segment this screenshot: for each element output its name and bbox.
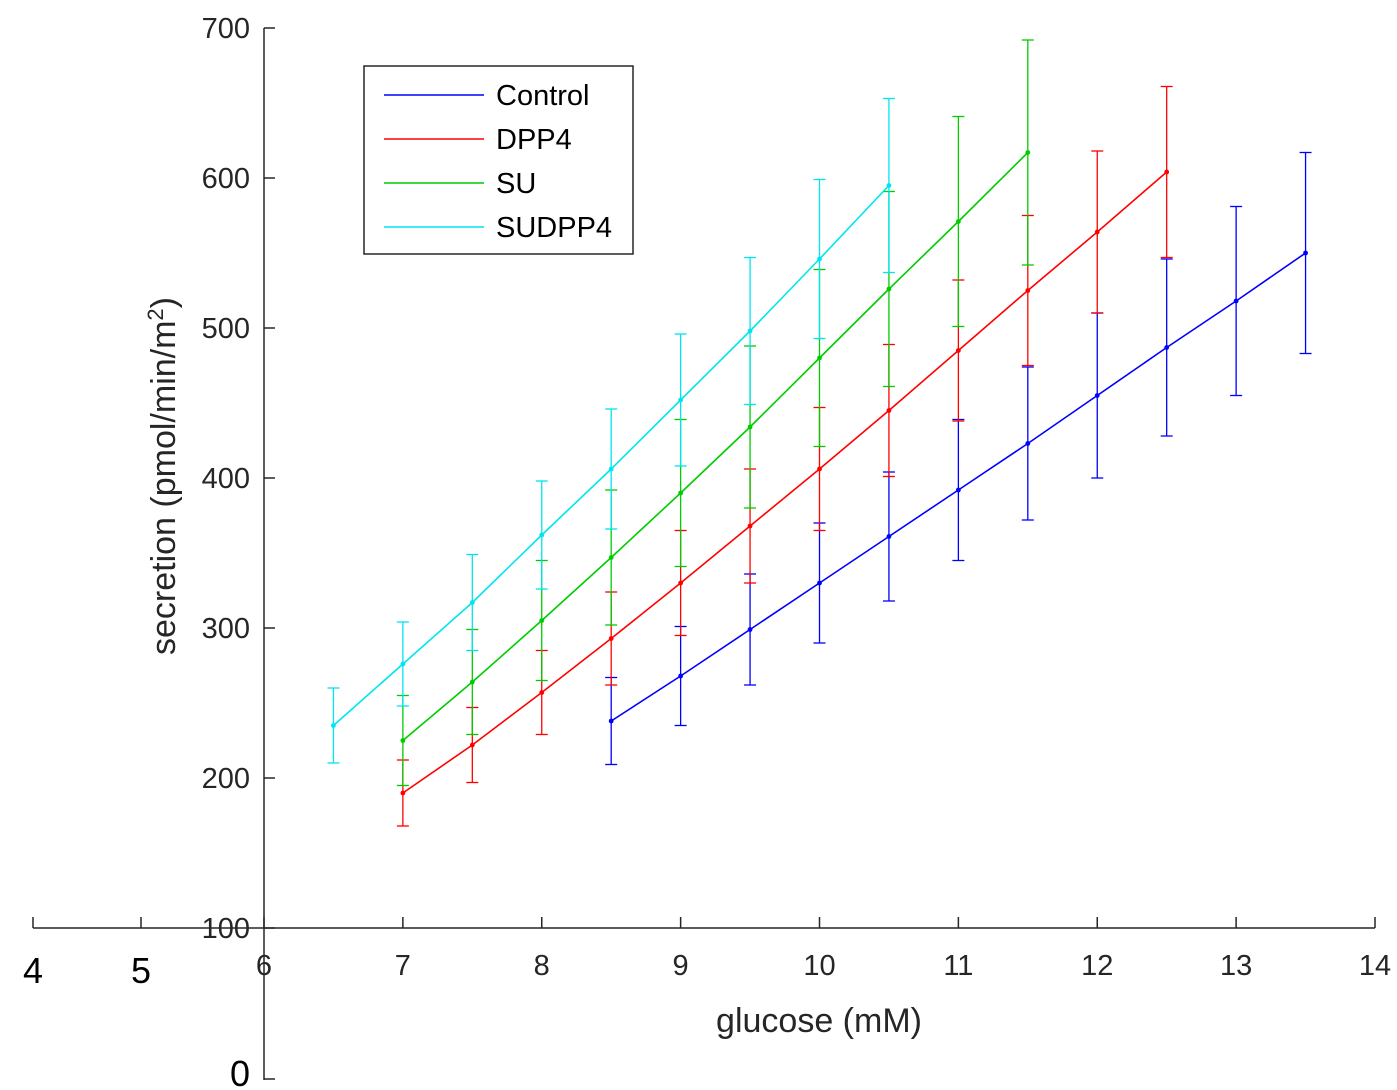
data-point — [747, 627, 753, 632]
data-point — [608, 555, 614, 560]
y-tick-label-extra: 0 — [230, 1053, 250, 1090]
data-point — [886, 534, 892, 539]
data-point — [955, 487, 961, 493]
x-tick-label: 12 — [1081, 950, 1113, 982]
data-point — [469, 600, 475, 605]
data-point — [817, 256, 822, 262]
data-point — [678, 673, 684, 679]
x-tick-label: 13 — [1220, 950, 1252, 982]
data-point — [469, 742, 475, 748]
x-ticks: 6 7 8 9 10 11 12 13 14 4 5 — [23, 917, 1391, 991]
x-axis-title: glucose (mM) — [716, 1002, 922, 1040]
x-tick-label: 11 — [943, 950, 973, 982]
data-point — [608, 718, 614, 724]
data-point — [539, 690, 545, 695]
series-line — [402, 151, 1029, 742]
legend-box — [363, 65, 634, 255]
data-point — [1094, 393, 1100, 398]
legend-label: SUDPP4 — [496, 212, 612, 244]
y-tick-label: 600 — [202, 163, 250, 195]
x-tick-label-extra: 5 — [131, 950, 151, 991]
legend-label: Control — [496, 80, 590, 112]
data-point — [955, 219, 961, 224]
data-point — [1303, 250, 1308, 256]
data-point — [1025, 150, 1031, 155]
data-point — [1025, 288, 1031, 293]
y-tick-label: 300 — [202, 613, 250, 645]
legend-label: DPP4 — [496, 124, 572, 156]
data-point — [678, 580, 684, 586]
series-dpp4 — [396, 85, 1173, 827]
x-tick-label: 9 — [673, 950, 689, 982]
x-tick-label: 7 — [395, 950, 411, 982]
data-point — [1094, 229, 1100, 235]
data-point — [400, 661, 406, 667]
data-point — [747, 523, 753, 529]
x-tick-label: 8 — [534, 950, 550, 982]
data-point — [400, 790, 406, 796]
y-tick-label: 100 — [202, 913, 250, 945]
data-point — [1164, 345, 1170, 350]
data-point — [1164, 169, 1170, 175]
y-tick-label: 200 — [202, 763, 250, 795]
data-point — [817, 466, 822, 472]
data-point — [539, 532, 545, 538]
data-point — [678, 397, 684, 403]
data-point — [608, 636, 614, 641]
legend: Control DPP4 SU SUDPP4 — [363, 65, 634, 255]
y-axis-title: secretion (pmol/min/m2) — [143, 297, 183, 655]
data-point — [955, 348, 961, 353]
x-tick-label: 10 — [803, 950, 835, 982]
series-layer — [327, 39, 1312, 827]
data-point — [747, 328, 753, 334]
data-point — [678, 490, 684, 496]
y-tick-label: 700 — [202, 13, 250, 45]
data-point — [817, 580, 822, 586]
data-point — [747, 424, 753, 430]
data-point — [886, 286, 892, 292]
data-point — [886, 408, 892, 413]
data-point — [1025, 441, 1031, 446]
data-point — [886, 183, 892, 188]
data-point — [539, 618, 545, 623]
legend-label: SU — [496, 168, 536, 200]
x-tick-label: 14 — [1359, 950, 1391, 982]
data-point — [1233, 298, 1239, 304]
data-point — [469, 679, 475, 685]
series-line — [402, 171, 1168, 794]
y-tick-label: 500 — [202, 313, 250, 345]
x-tick-label-extra: 4 — [23, 950, 43, 991]
series-control — [605, 151, 1312, 766]
data-point — [400, 738, 406, 743]
y-tick-label: 400 — [202, 463, 250, 495]
legend-items: Control DPP4 SU SUDPP4 — [384, 80, 612, 244]
data-point — [817, 355, 822, 361]
y-axis-title-sup: 2 — [143, 308, 168, 320]
data-point — [608, 466, 614, 472]
y-axis-title-close: ) — [145, 297, 183, 308]
x-tick-label: 6 — [256, 950, 272, 982]
y-ticks: 100 200 300 400 500 600 700 0 — [202, 13, 275, 1090]
series-su — [396, 39, 1034, 787]
data-point — [331, 723, 336, 728]
series-sudpp4 — [327, 97, 895, 764]
y-axis-title-main: secretion (pmol/min/m — [145, 321, 183, 655]
